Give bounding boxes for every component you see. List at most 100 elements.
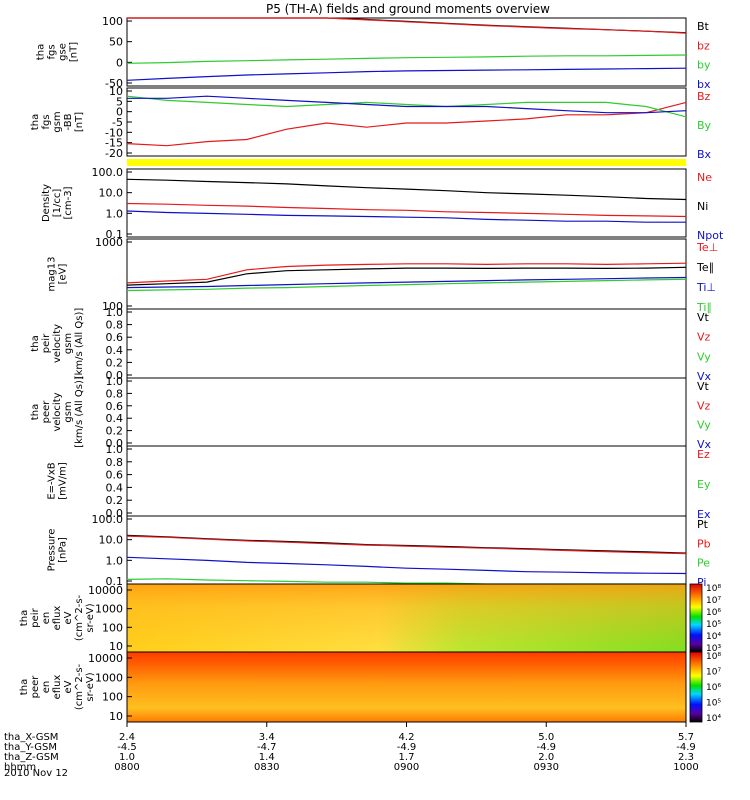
panel-ylabel: thafgsgse[nT] bbox=[36, 42, 80, 62]
legend-label: Vy bbox=[697, 419, 711, 432]
panel-bgse: thafgsgse[nT] 100 50 0 -50 Bt bz by bx bbox=[36, 15, 711, 91]
y-tick-label: 5 bbox=[116, 95, 123, 108]
y-tick-label: 0.6 bbox=[106, 400, 124, 413]
series-line-Bz bbox=[126, 101, 687, 147]
y-tick-label: -10 bbox=[105, 126, 123, 139]
x-axis-row-label: hhmm bbox=[4, 762, 36, 773]
y-tick-label: 0.2 bbox=[106, 425, 124, 438]
plot-title: P5 (TH-A) fields and ground moments over… bbox=[266, 2, 550, 16]
legend-label: Pe bbox=[697, 557, 710, 570]
y-tick-label: 0.6 bbox=[106, 469, 124, 482]
series-line-Bt bbox=[127, 17, 687, 34]
x-axis-value: 0800 bbox=[114, 762, 139, 773]
legend-label: by bbox=[697, 59, 711, 72]
panel-ylabel: Pressure[nPa] bbox=[47, 529, 69, 572]
series-line-Pi bbox=[126, 556, 687, 575]
legend-label: bx bbox=[697, 78, 711, 91]
panel-pressure: Pressure[nPa] 100.0 10.0 1.0 0.1 Pt Pb Pe Pi bbox=[47, 513, 711, 589]
panels: thafgsgse[nT]100500-50Btbzbybxthafgsgsm-… bbox=[19, 15, 724, 724]
panel-ylabel: thafgsgsm-BB[nT] bbox=[30, 111, 85, 132]
y-tick-label: 10.0 bbox=[99, 534, 124, 547]
date-label: 2010 Nov 12 bbox=[4, 768, 68, 779]
y-tick-label: 0.0 bbox=[106, 369, 124, 382]
legend-label: Ey bbox=[697, 478, 711, 491]
y-tick-label: 10.0 bbox=[99, 187, 124, 200]
colorbar-tick: 10⁶ bbox=[706, 683, 721, 693]
series-line-Te∥ bbox=[126, 266, 687, 286]
y-tick-label: -20 bbox=[105, 147, 123, 160]
x-axis-value: 1000 bbox=[673, 762, 698, 773]
y-tick-label: 1.0 bbox=[106, 554, 124, 567]
legend-label: Bt bbox=[697, 20, 710, 33]
legend-label: Vx bbox=[697, 438, 712, 451]
panel-vpeir: thapeirvelocitygsm[km/s (All Qs)] 1.00.80… bbox=[30, 306, 712, 383]
x-axis-value: -4.9 bbox=[536, 742, 556, 753]
x-axis-row-label: tha_Y-GSM bbox=[4, 742, 57, 753]
x-axis-value: 1.4 bbox=[259, 752, 275, 763]
legend-label: Pt bbox=[697, 518, 709, 531]
legend-label: Bx bbox=[697, 148, 712, 161]
series-line-bx bbox=[126, 67, 687, 81]
x-axis-value: 0900 bbox=[394, 762, 419, 773]
x-axis-value: -4.9 bbox=[397, 742, 417, 753]
y-tick-label: 0 bbox=[116, 56, 123, 69]
series-line-By bbox=[126, 95, 687, 118]
y-tick-label: 1.0 bbox=[106, 207, 124, 220]
legend-label: Npot bbox=[697, 229, 724, 242]
colorbar bbox=[689, 583, 703, 653]
x-axis-value: 0830 bbox=[254, 762, 279, 773]
panel-ylabel: thapeervelocitygsm[km/s (All Qs)] bbox=[30, 376, 85, 448]
x-axis-value: 2.4 bbox=[119, 732, 135, 743]
y-tick-label: 1.0 bbox=[106, 443, 124, 456]
y-tick-label: 1.0 bbox=[106, 306, 124, 319]
panel-frame bbox=[126, 87, 687, 157]
y-tick-label: 0.1 bbox=[106, 228, 124, 241]
legend-label: Bz bbox=[697, 90, 711, 103]
legend-label: Ne bbox=[697, 171, 712, 184]
x-axis-value: 1.7 bbox=[399, 752, 415, 763]
x-axis-value: 5.0 bbox=[538, 732, 554, 743]
series-line-Ti∥ bbox=[126, 278, 687, 292]
y-tick-label: 0.6 bbox=[106, 331, 124, 344]
x-axis-value: -4.9 bbox=[676, 742, 696, 753]
y-tick-label: -5 bbox=[112, 116, 123, 129]
panel-ylabel: thapeirvelocitygsm[km/s (All Qs)] bbox=[30, 308, 85, 380]
panel-ylabel: thapeerenefluxeV(cm^2-s-sr-eV) bbox=[19, 663, 96, 710]
panel-frame bbox=[126, 168, 687, 238]
legend-label: Te∥ bbox=[696, 261, 714, 274]
y-tick-label: 0.0 bbox=[106, 507, 124, 520]
x-axis-value: 0930 bbox=[534, 762, 559, 773]
legend-label: Vy bbox=[697, 350, 711, 363]
y-tick-label: 100 bbox=[102, 15, 123, 28]
y-tick-label: 10000 bbox=[88, 584, 123, 597]
legend-label: Vz bbox=[697, 399, 711, 412]
series-line-Npot bbox=[126, 210, 686, 223]
legend-label: Vz bbox=[697, 331, 711, 344]
panel-peir: thapeirenefluxeV(cm^2-s-sr-eV) 10⁸ 10⁷ 10⁶ 1… bbox=[19, 583, 721, 654]
y-tick-label: 10000 bbox=[88, 652, 123, 665]
panel-ylabel: Density[1/cc][cm-3] bbox=[41, 184, 74, 222]
legend-label: Pi bbox=[697, 576, 706, 589]
legend-label: Ez bbox=[697, 448, 710, 461]
series-line-Te⊥ bbox=[126, 262, 687, 284]
y-tick-label: 0.2 bbox=[106, 494, 124, 507]
panel-density: Density[1/cc][cm-3] 100.0 10.0 1.0 0.1 Ne Ni Np… bbox=[41, 166, 724, 242]
x-axis-value: 4.2 bbox=[399, 732, 415, 743]
x-axis-value: -4.7 bbox=[257, 742, 277, 753]
colorbar-tick: 10⁸ bbox=[706, 652, 721, 662]
x-axis-value: 1.0 bbox=[119, 752, 135, 763]
y-tick-label: 0.0 bbox=[106, 437, 124, 450]
y-tick-label: 10 bbox=[109, 640, 123, 653]
x-axis-value: 3.4 bbox=[259, 732, 275, 743]
colorbar-tick: 10⁴ bbox=[706, 714, 721, 724]
spectrogram-image bbox=[127, 652, 686, 722]
x-axis-row-label: tha_X-GSM bbox=[4, 732, 58, 743]
series-line-Pe bbox=[126, 578, 686, 585]
colorbar-tick: 10⁴ bbox=[706, 632, 721, 642]
panel-frame bbox=[126, 238, 687, 310]
y-tick-label: 0.4 bbox=[106, 412, 124, 425]
y-tick-label: 0.4 bbox=[106, 481, 124, 494]
legend-label: Ni bbox=[697, 200, 708, 213]
